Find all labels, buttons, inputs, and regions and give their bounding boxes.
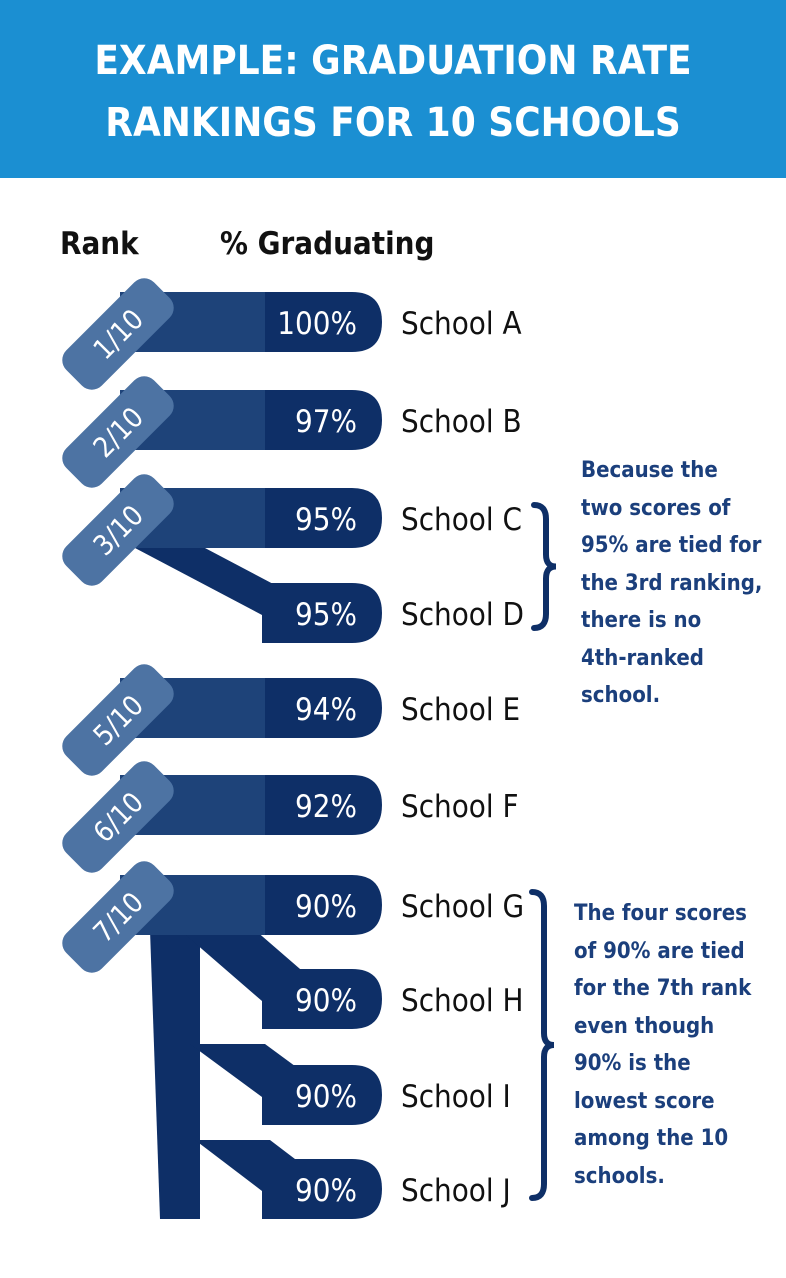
school-label: School E bbox=[401, 692, 520, 728]
note-line: there is no bbox=[581, 608, 702, 633]
rank-column-header: Rank bbox=[60, 226, 139, 262]
header-banner: EXAMPLE: GRADUATION RATE RANKINGS FOR 10… bbox=[0, 0, 786, 178]
note-line: the 3rd ranking, bbox=[581, 570, 763, 596]
note-line: among the 10 bbox=[574, 1126, 729, 1151]
percent-label: 90% bbox=[295, 1173, 357, 1209]
school-label: School H bbox=[401, 983, 523, 1019]
ranking-row: 90% School H bbox=[262, 969, 523, 1029]
ranking-row: 97% School B2/10 bbox=[62, 376, 522, 488]
tied-bar bbox=[262, 1065, 382, 1125]
note-line: of 90% are tied bbox=[574, 938, 745, 964]
note-line: lowest score bbox=[574, 1088, 715, 1114]
school-label: School C bbox=[401, 502, 522, 538]
tied-bar bbox=[262, 969, 382, 1029]
note-line: school. bbox=[581, 683, 661, 708]
tie-seventh-note: The four scores of 90% are tied for the 7t… bbox=[574, 895, 751, 1195]
note-line: 95% are tied for bbox=[581, 533, 762, 558]
percent-label: 92% bbox=[295, 789, 357, 825]
percent-column-header: % Graduating bbox=[220, 226, 435, 262]
ranking-row: 95% School C3/10 bbox=[62, 474, 522, 586]
ranking-row: 90% School I bbox=[262, 1065, 511, 1125]
ranking-row: 90% School J bbox=[262, 1159, 511, 1219]
school-label: School I bbox=[401, 1079, 511, 1115]
note-line: Because the bbox=[581, 458, 718, 483]
percent-label: 100% bbox=[277, 306, 357, 342]
ranking-row: 95% School D bbox=[262, 583, 524, 643]
title-line-2: RANKINGS FOR 10 SCHOOLS bbox=[105, 100, 681, 146]
school-label: School B bbox=[401, 404, 522, 440]
percent-label: 95% bbox=[295, 502, 357, 538]
ranking-row: 100% School A1/10 bbox=[62, 278, 522, 390]
note-line: 90% is the bbox=[574, 1051, 691, 1076]
ranking-row: 92% School F6/10 bbox=[62, 761, 519, 873]
percent-label: 90% bbox=[295, 1079, 357, 1115]
percent-label: 95% bbox=[295, 597, 357, 633]
note-line: The four scores bbox=[574, 901, 747, 926]
school-label: School D bbox=[401, 597, 524, 633]
ranking-row: 94% School E5/10 bbox=[62, 664, 520, 776]
note-line: 4th-ranked bbox=[581, 645, 704, 671]
tied-bar bbox=[262, 1159, 382, 1219]
note-line: two scores of bbox=[581, 495, 731, 521]
tied-bar bbox=[262, 583, 382, 643]
note-line: schools. bbox=[574, 1163, 665, 1189]
brace-seventh bbox=[529, 889, 555, 1201]
title-line-1: EXAMPLE: GRADUATION RATE bbox=[94, 38, 692, 84]
school-label: School F bbox=[401, 789, 519, 825]
school-label: School A bbox=[401, 306, 522, 342]
note-line: even though bbox=[574, 1013, 715, 1039]
note-line: for the 7th rank bbox=[574, 976, 752, 1001]
school-label: School J bbox=[401, 1173, 511, 1209]
percent-label: 94% bbox=[295, 692, 357, 728]
school-label: School G bbox=[401, 889, 524, 925]
tie-third-note: Because the two scores of 95% are tied for… bbox=[581, 452, 762, 715]
brace-third bbox=[531, 502, 557, 631]
percent-label: 90% bbox=[295, 889, 357, 925]
percent-label: 90% bbox=[295, 983, 357, 1019]
ranking-row: 90% School G7/10 bbox=[62, 861, 524, 973]
tie-spine-g-j bbox=[150, 930, 200, 1219]
percent-label: 97% bbox=[295, 404, 357, 440]
